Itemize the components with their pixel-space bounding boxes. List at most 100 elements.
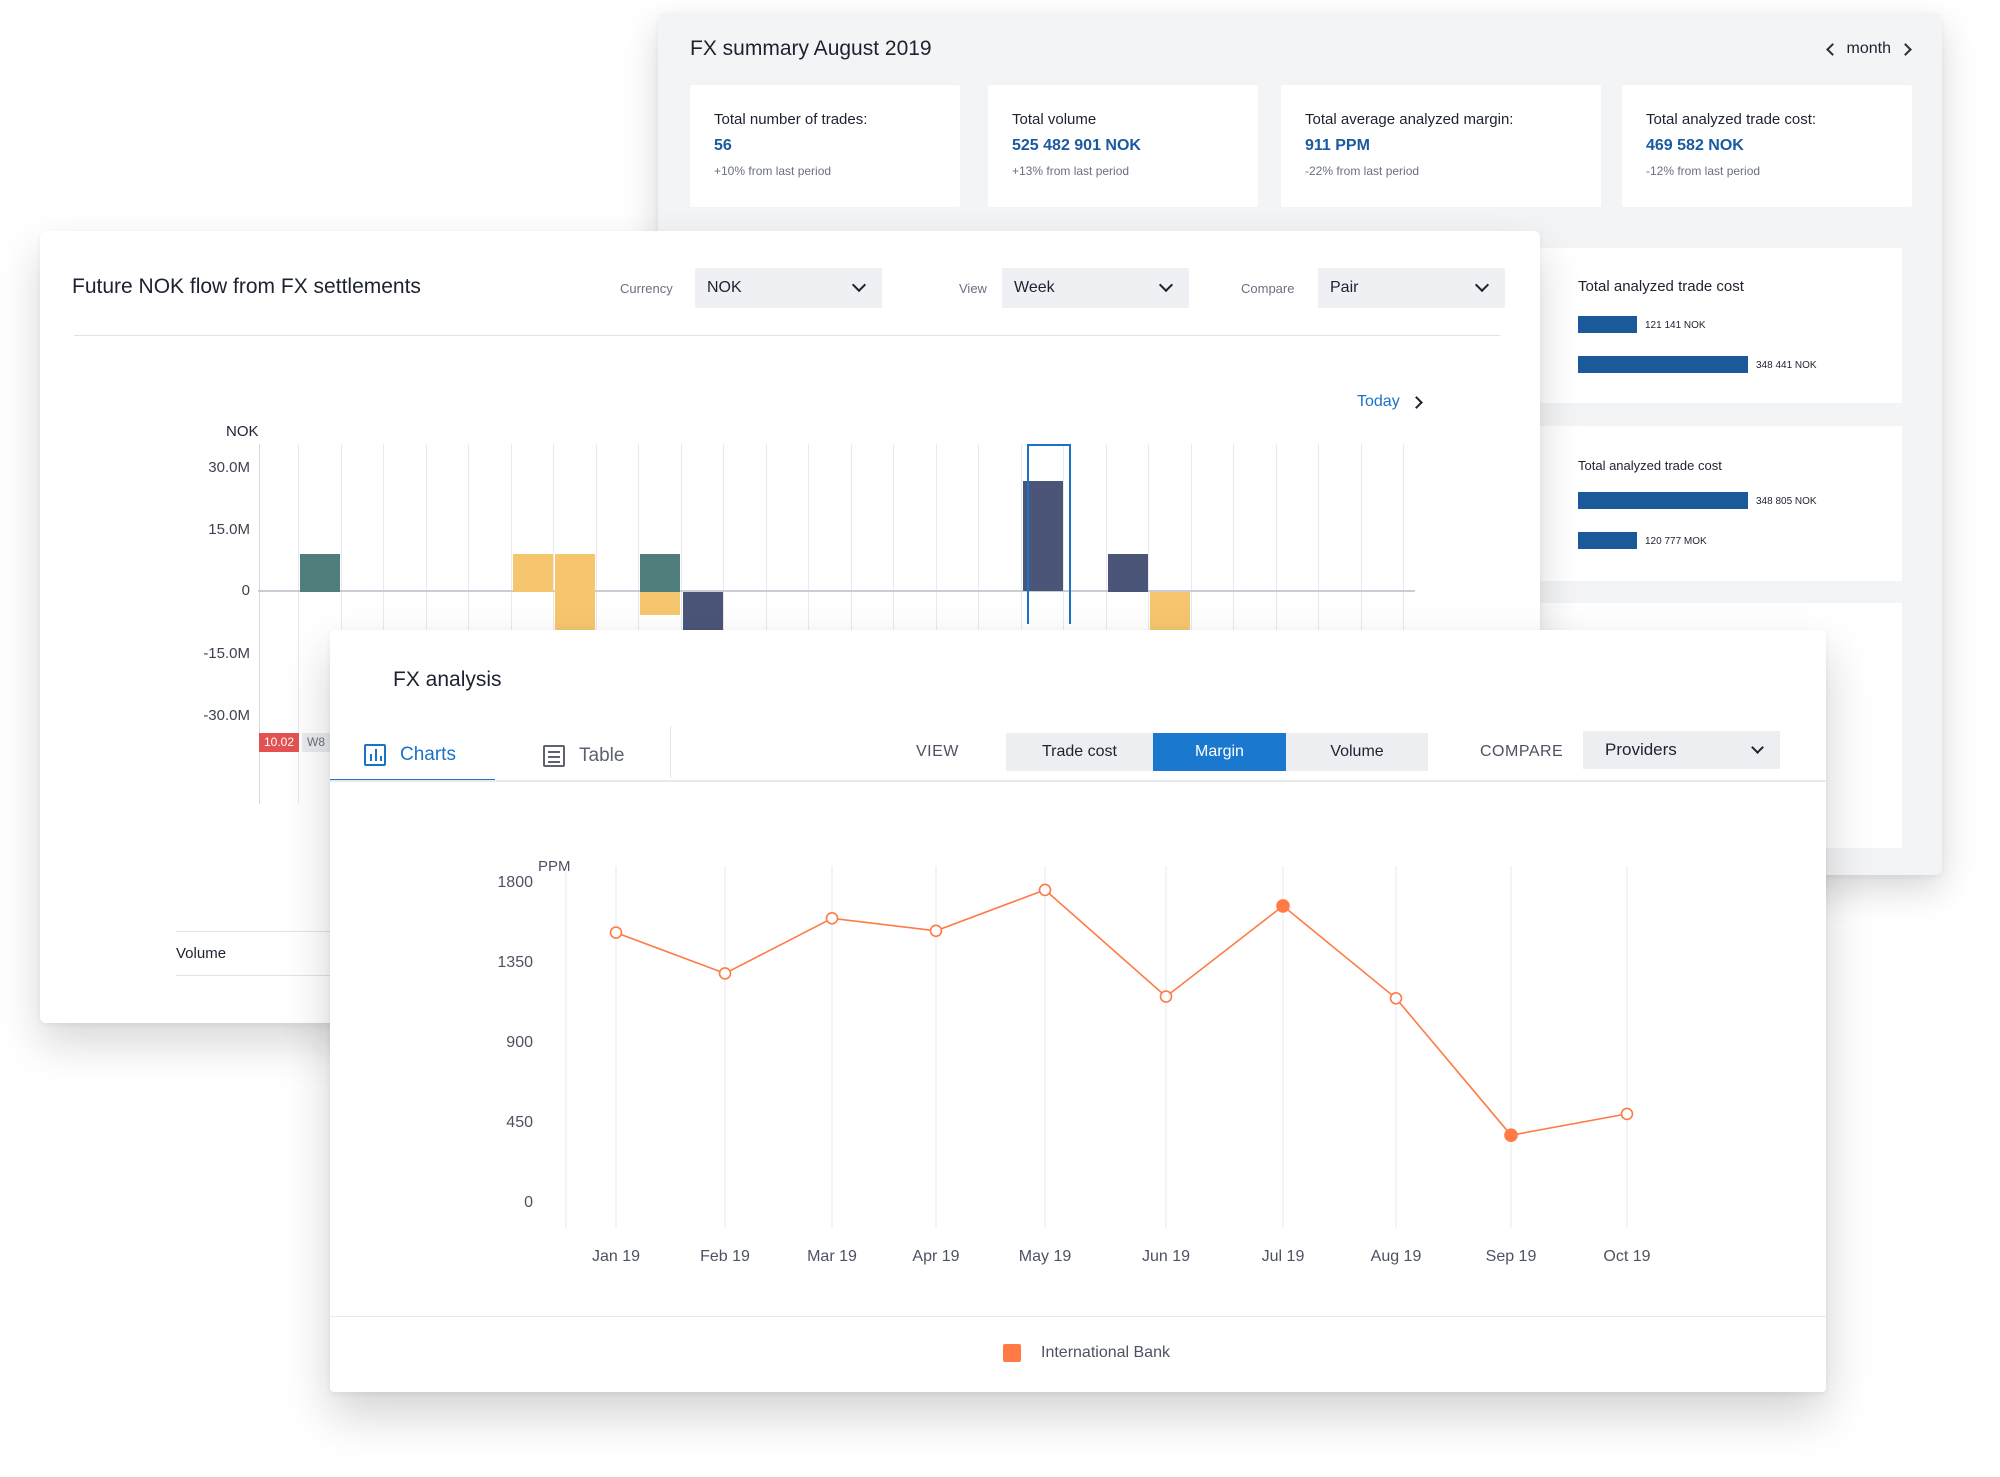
- mini-bar-label: 121 141 NOK: [1645, 320, 1706, 331]
- kpi-value: 469 582 NOK: [1646, 137, 1744, 154]
- kpi-label: Total number of trades:: [714, 111, 868, 128]
- series-line: [615, 888, 1628, 1137]
- y-tick-label: 1800: [497, 874, 533, 891]
- divider: [670, 726, 671, 778]
- kpi-label: Total volume: [1012, 111, 1097, 128]
- fx-analysis-card: FX analysis Charts Table VIEW Trade cost…: [330, 630, 1826, 1392]
- chevron-down-icon: [851, 277, 867, 293]
- view-option-volume[interactable]: Volume: [1286, 733, 1428, 771]
- flow-bar[interactable]: [555, 554, 595, 592]
- kpi-delta: -22% from last period: [1305, 164, 1420, 178]
- y-tick-label: 0: [241, 582, 250, 599]
- mini-bar: [1578, 492, 1748, 509]
- divider: [176, 975, 366, 976]
- kpi-label: Total analyzed trade cost:: [1646, 111, 1817, 128]
- compare-label: COMPARE: [1480, 743, 1564, 760]
- grid-line: [1191, 444, 1192, 804]
- period-selector[interactable]: month: [1825, 40, 1912, 58]
- x-tick-label: Sep 19: [1486, 1248, 1537, 1265]
- data-point[interactable]: [825, 911, 839, 925]
- kpi-value: 56: [714, 137, 732, 154]
- grid-line: [638, 444, 639, 804]
- data-point[interactable]: [1038, 883, 1052, 897]
- grid-line: [1318, 444, 1319, 804]
- view-value: Week: [1014, 279, 1055, 296]
- x-tick-label: Apr 19: [912, 1248, 959, 1265]
- selected-week-highlight[interactable]: [1027, 444, 1071, 624]
- compare-value: Pair: [1330, 279, 1359, 296]
- chevron-down-icon: [1158, 277, 1174, 293]
- kpi-card-trade-cost: Total analyzed trade cost: 469 582 NOK -…: [1622, 85, 1912, 207]
- divider: [74, 335, 1500, 336]
- week-badge: W8: [302, 733, 330, 752]
- view-dropdown[interactable]: Week: [1002, 268, 1189, 308]
- chevron-right-icon[interactable]: [1899, 42, 1912, 56]
- y-axis-unit: NOK: [226, 423, 259, 440]
- view-option-margin[interactable]: Margin: [1153, 733, 1286, 771]
- flow-title: Future NOK flow from FX settlements: [72, 275, 421, 298]
- chevron-left-icon[interactable]: [1825, 42, 1839, 56]
- flow-bar[interactable]: [300, 554, 340, 592]
- kpi-label: Total average analyzed margin:: [1305, 111, 1514, 128]
- today-link[interactable]: Today: [1357, 393, 1423, 411]
- view-label: View: [959, 281, 987, 296]
- providers-dropdown[interactable]: Providers: [1583, 731, 1780, 769]
- data-point[interactable]: [609, 926, 623, 939]
- y-tick-label: 1350: [497, 954, 533, 971]
- grid-line: [723, 444, 724, 804]
- flow-bar[interactable]: [640, 554, 680, 592]
- kpi-card-volume: Total volume 525 482 901 NOK +13% from l…: [988, 85, 1258, 207]
- flow-bar[interactable]: [1150, 592, 1190, 635]
- data-point[interactable]: [929, 924, 943, 938]
- flow-bar[interactable]: [1023, 481, 1063, 591]
- flow-bar[interactable]: [683, 592, 723, 637]
- flow-bar[interactable]: [1108, 554, 1148, 592]
- tab-charts-label: Charts: [400, 743, 456, 765]
- data-point[interactable]: [1620, 1107, 1634, 1121]
- mini-bar: [1578, 316, 1637, 333]
- divider: [330, 780, 1826, 782]
- kpi-delta: +10% from last period: [714, 164, 832, 178]
- x-tick-label: Feb 19: [700, 1248, 750, 1265]
- analysis-title: FX analysis: [393, 668, 502, 691]
- data-point[interactable]: [1159, 990, 1173, 1003]
- y-axis-unit: PPM: [538, 858, 571, 875]
- view-label: VIEW: [916, 743, 959, 760]
- grid-line: [1021, 444, 1022, 804]
- flow-bar[interactable]: [555, 592, 595, 637]
- kpi-delta: +13% from last period: [1012, 164, 1130, 178]
- y-tick-label: -15.0M: [203, 645, 250, 662]
- x-tick-label: Aug 19: [1371, 1248, 1422, 1265]
- currency-dropdown[interactable]: NOK: [695, 268, 882, 308]
- y-tick-label: 15.0M: [208, 521, 250, 538]
- data-point[interactable]: [1276, 899, 1290, 913]
- grid-line: [808, 444, 809, 804]
- data-point[interactable]: [1389, 991, 1403, 1005]
- compare-dropdown[interactable]: Pair: [1318, 268, 1505, 308]
- tab-table[interactable]: Table: [543, 730, 663, 782]
- compare-label: Compare: [1241, 281, 1295, 296]
- data-point[interactable]: [718, 967, 732, 980]
- grid-line: [426, 444, 427, 804]
- legend-label: International Bank: [1041, 1344, 1170, 1361]
- grid-line: [681, 444, 682, 804]
- legend-swatch: [1003, 1344, 1021, 1362]
- bar-chart-icon: [364, 743, 386, 766]
- divider: [330, 1316, 1826, 1317]
- view-option-trade-cost[interactable]: Trade cost: [1006, 733, 1153, 771]
- currency-label: Currency: [620, 281, 673, 296]
- grid-line: [978, 444, 979, 804]
- date-badge: 10.02: [259, 733, 299, 752]
- x-tick-label: Mar 19: [807, 1248, 857, 1265]
- flow-bar[interactable]: [513, 554, 553, 592]
- chevron-right-icon: [1409, 395, 1423, 409]
- grid-line: [1403, 444, 1404, 804]
- y-tick-label: 0: [524, 1194, 533, 1211]
- x-tick-label: Jan 19: [592, 1248, 640, 1265]
- mini-panel-trade-cost-1: Total analyzed trade cost 121 141 NOK 34…: [1534, 248, 1902, 403]
- period-label: month: [1846, 40, 1891, 57]
- tab-table-label: Table: [579, 745, 625, 766]
- mini-bar: [1578, 356, 1748, 373]
- data-point[interactable]: [1504, 1128, 1518, 1143]
- flow-bar[interactable]: [640, 592, 680, 615]
